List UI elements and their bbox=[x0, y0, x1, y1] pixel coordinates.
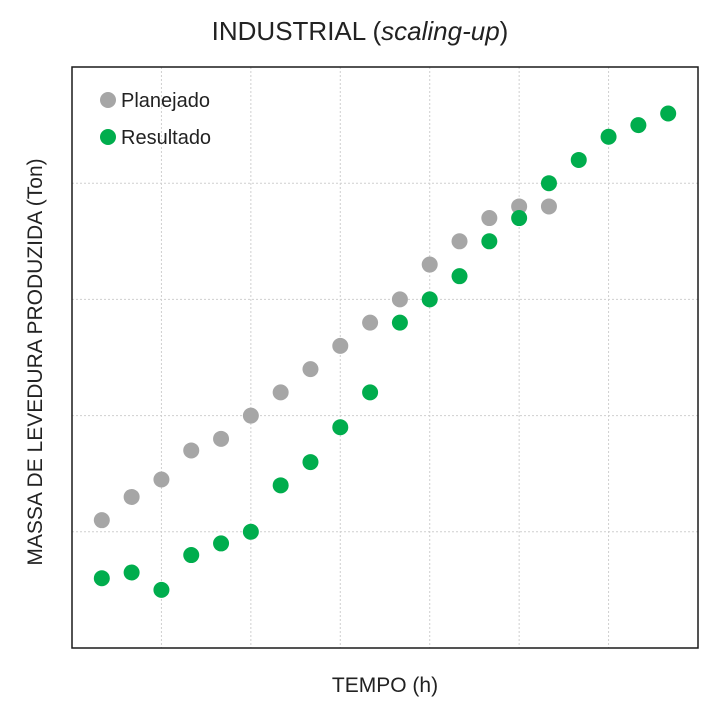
legend-label-planejado: Planejado bbox=[121, 90, 210, 112]
point-planejado bbox=[481, 210, 498, 227]
x-axis-label: TEMPO (h) bbox=[331, 674, 439, 697]
point-planejado bbox=[183, 442, 200, 459]
chart-title-suffix: ) bbox=[499, 16, 509, 46]
point-resultado bbox=[511, 210, 528, 227]
point-planejado bbox=[93, 512, 110, 529]
point-planejado bbox=[153, 471, 170, 488]
chart-title-italic: scaling-up bbox=[381, 16, 500, 46]
point-planejado bbox=[451, 233, 468, 250]
point-resultado bbox=[570, 151, 587, 168]
point-resultado bbox=[451, 268, 468, 285]
point-resultado bbox=[93, 570, 110, 587]
point-resultado bbox=[153, 581, 170, 598]
point-planejado bbox=[123, 488, 140, 505]
point-resultado bbox=[660, 105, 677, 122]
point-resultado bbox=[272, 477, 289, 494]
point-planejado bbox=[332, 337, 349, 354]
point-planejado bbox=[272, 384, 289, 401]
point-planejado bbox=[391, 291, 408, 308]
point-resultado bbox=[183, 547, 200, 564]
point-resultado bbox=[332, 419, 349, 436]
y-axis-label: MASSA DE LEVEDURA PRODUZIDA (Ton) bbox=[24, 158, 47, 566]
point-resultado bbox=[391, 314, 408, 331]
point-resultado bbox=[630, 117, 647, 134]
point-resultado bbox=[540, 175, 557, 192]
chart-title: INDUSTRIAL (scaling-up) bbox=[0, 14, 720, 48]
point-planejado bbox=[540, 198, 557, 215]
point-planejado bbox=[362, 314, 379, 331]
legend-marker-planejado bbox=[100, 92, 116, 108]
point-planejado bbox=[242, 407, 259, 424]
point-resultado bbox=[242, 523, 259, 540]
legend-label-resultado: Resultado bbox=[121, 127, 211, 149]
point-planejado bbox=[302, 361, 319, 378]
point-resultado bbox=[302, 454, 319, 471]
point-planejado bbox=[213, 430, 230, 447]
point-resultado bbox=[213, 535, 230, 552]
point-resultado bbox=[600, 128, 617, 145]
legend-marker-resultado bbox=[100, 129, 116, 145]
point-resultado bbox=[123, 564, 140, 581]
point-planejado bbox=[511, 198, 528, 215]
plot-frame bbox=[71, 66, 699, 649]
point-resultado bbox=[362, 384, 379, 401]
point-resultado bbox=[481, 233, 498, 250]
point-resultado bbox=[421, 291, 438, 308]
point-planejado bbox=[421, 256, 438, 273]
chart-title-text: INDUSTRIAL ( bbox=[211, 16, 382, 46]
